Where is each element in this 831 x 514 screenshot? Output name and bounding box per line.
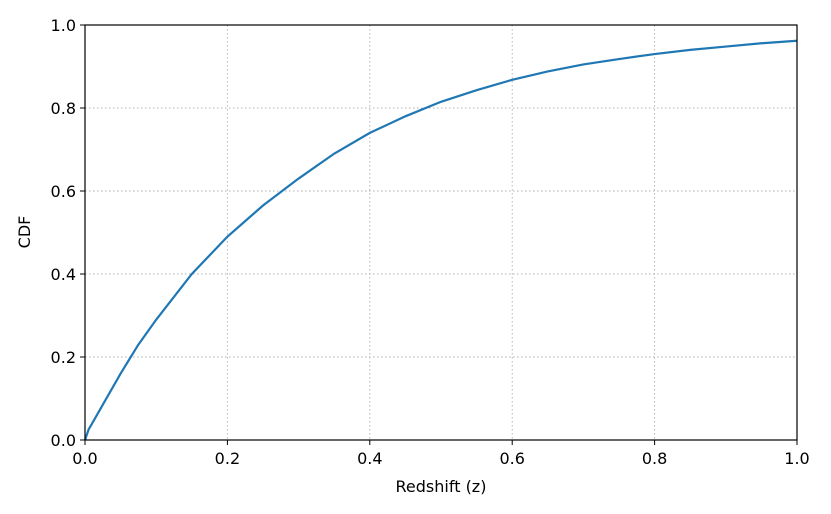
x-tick-label: 0.4 [357, 449, 382, 468]
y-axis-label: CDF [15, 216, 34, 249]
x-tick-label: 1.0 [784, 449, 809, 468]
x-tick-label: 0.2 [215, 449, 240, 468]
y-tick-label: 0.4 [51, 265, 76, 284]
cdf-line [83, 39, 798, 441]
x-tick-label: 0.8 [642, 449, 667, 468]
y-tick-label: 0.6 [51, 182, 76, 201]
y-tick-label: 0.2 [51, 348, 76, 367]
plot-frame [84, 24, 798, 441]
x-axis-label: Redshift (z) [396, 477, 487, 496]
y-tick-label: 0.0 [51, 431, 76, 450]
y-tick-label: 0.8 [51, 99, 76, 118]
y-tick-label: 1.0 [51, 16, 76, 35]
x-tick-label: 0.0 [72, 449, 97, 468]
x-tick-label: 0.6 [499, 449, 524, 468]
